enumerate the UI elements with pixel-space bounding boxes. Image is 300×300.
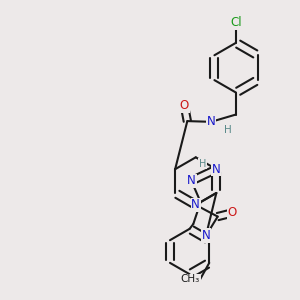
Text: H: H xyxy=(199,159,206,169)
Text: N: N xyxy=(202,229,210,242)
Text: N: N xyxy=(187,174,196,188)
Text: O: O xyxy=(228,206,237,219)
Text: CH₃: CH₃ xyxy=(181,274,200,284)
Text: N: N xyxy=(191,198,200,212)
Text: N: N xyxy=(207,115,215,128)
Text: O: O xyxy=(180,99,189,112)
Text: Cl: Cl xyxy=(230,16,242,29)
Text: N: N xyxy=(212,163,221,176)
Text: H: H xyxy=(224,125,231,135)
